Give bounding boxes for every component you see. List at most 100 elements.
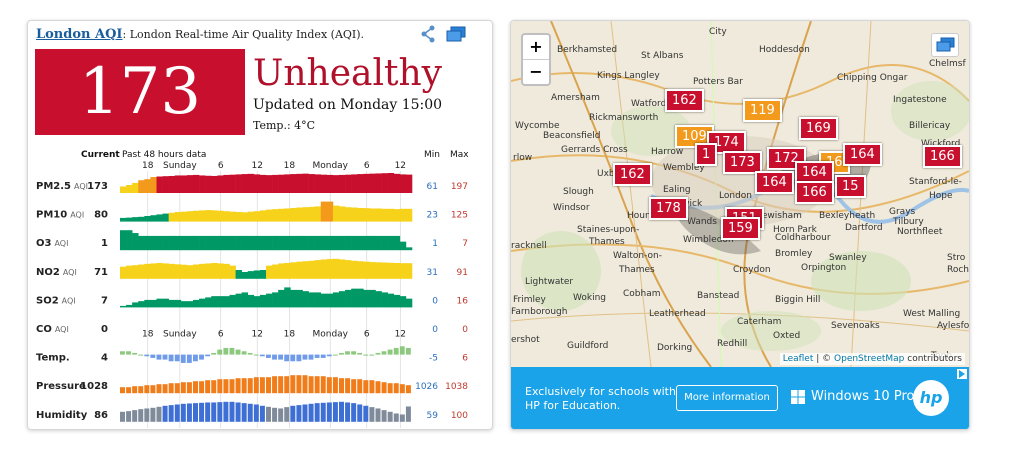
chart-bar <box>168 235 176 251</box>
legend-min: Min <box>424 150 440 160</box>
station-marker[interactable]: 169 <box>799 117 838 140</box>
osm-link[interactable]: OpenStreetMap <box>834 354 905 364</box>
chart-bar <box>229 174 236 193</box>
chart-bar <box>363 289 370 308</box>
chart-bar <box>320 354 326 358</box>
station-marker[interactable]: 1 <box>695 143 718 166</box>
station-marker[interactable]: 164 <box>795 161 834 184</box>
chart-bar <box>339 401 344 422</box>
chart-bar <box>339 378 344 394</box>
chart-bar <box>120 387 125 394</box>
chart-bar <box>326 402 332 422</box>
chart-bar <box>186 265 194 279</box>
station-marker[interactable]: 166 <box>923 145 962 168</box>
chart-bar <box>266 265 273 279</box>
chart-bar <box>339 235 346 251</box>
chart-bar <box>302 354 308 360</box>
chart-bar <box>193 210 200 222</box>
leaflet-link[interactable]: Leaflet <box>782 354 814 364</box>
chart-bar <box>241 174 249 193</box>
row-current: 4 <box>101 353 108 364</box>
station-marker[interactable]: 162 <box>665 89 704 112</box>
chart-bar <box>296 405 302 422</box>
map-place-label: Wands <box>687 217 717 227</box>
map-place-label: Tilbury <box>893 217 924 227</box>
chart-bar <box>393 413 399 422</box>
chart-bar <box>332 235 340 251</box>
share-icon[interactable] <box>420 25 436 43</box>
chart-bar <box>162 298 169 308</box>
chart-bar <box>229 211 236 222</box>
chart-bar <box>180 175 188 193</box>
chart-bar <box>345 207 352 222</box>
chart-bar <box>314 376 320 394</box>
chart-bar <box>308 292 315 308</box>
map-place-label: Slough <box>563 187 594 197</box>
station-marker[interactable]: 173 <box>723 151 762 174</box>
row-current: 0 <box>101 324 108 335</box>
chart-bar <box>120 230 127 251</box>
chart-bar <box>205 380 211 394</box>
row-current: 71 <box>94 267 108 278</box>
map-place-label: City <box>709 27 727 37</box>
station-marker[interactable]: 164 <box>755 171 794 194</box>
station-marker[interactable]: 162 <box>613 163 652 186</box>
ad-banner[interactable]: Exclusively for schools with HP for Educ… <box>511 367 969 429</box>
city-aqi-link[interactable]: London AQI <box>36 27 123 42</box>
station-marker[interactable]: 159 <box>721 217 760 240</box>
fullscreen-icon[interactable] <box>446 26 466 42</box>
map-place-label: Caterham <box>737 317 782 327</box>
chart-bar <box>314 403 320 422</box>
chart-bar <box>290 289 297 308</box>
map-fullscreen-icon[interactable] <box>931 33 959 57</box>
chart-bar <box>247 235 255 251</box>
row-label: Pressure <box>36 381 86 392</box>
chart-bar <box>387 173 395 193</box>
station-marker[interactable]: 172 <box>767 147 806 170</box>
map-place-label: Swanley <box>829 253 867 263</box>
aqi-map[interactable]: City Berkhamsted St Albans Hoddesdon Chelmsf… <box>511 21 969 367</box>
chart-bar <box>144 408 150 422</box>
row-sublabel: AQI <box>54 239 68 248</box>
chart-bar <box>168 263 176 279</box>
chart-bar <box>284 262 291 279</box>
zoom-out-button[interactable]: − <box>529 62 543 81</box>
station-marker[interactable]: 178 <box>649 197 688 220</box>
station-marker[interactable]: 109 <box>675 125 714 148</box>
chart-bar <box>369 289 376 308</box>
chart-bar <box>235 270 242 279</box>
chart-bar <box>393 347 399 355</box>
bottom-tick: 12 <box>395 330 406 340</box>
chart-bar <box>345 351 350 355</box>
chart-bar <box>162 235 169 251</box>
chart-bar <box>211 262 218 279</box>
adchoices-icon[interactable] <box>957 369 967 379</box>
chart-bar <box>320 174 328 193</box>
map-place-label: rlow <box>513 153 533 163</box>
bottom-tick: Sunday <box>163 330 197 340</box>
station-marker[interactable]: 166 <box>795 181 834 204</box>
row-label: PM2.5 AQI <box>36 181 88 192</box>
chart-bar <box>120 305 127 308</box>
map-place-label: Hope <box>929 191 953 201</box>
chart-bar <box>266 354 271 358</box>
station-marker[interactable]: 164 <box>843 143 882 166</box>
row-current: 1028 <box>80 381 108 392</box>
station-marker[interactable]: 119 <box>743 99 782 122</box>
chart-bar <box>351 174 358 193</box>
row-max: 100 <box>451 411 468 421</box>
legend-current: Current <box>81 150 120 160</box>
station-marker[interactable]: 15 <box>835 175 866 198</box>
more-information-button[interactable]: More information <box>676 385 778 411</box>
chart-bar <box>405 247 413 251</box>
map-place-label: Windsor <box>553 203 590 213</box>
map-place-label: Billericay <box>909 121 951 131</box>
chart-bar <box>272 264 279 279</box>
chart-bar <box>156 384 162 394</box>
map-place-label: Uxb <box>597 169 615 179</box>
chart-bar <box>132 386 138 394</box>
chart-bar <box>235 378 241 394</box>
chart-bar <box>168 383 174 394</box>
zoom-in-button[interactable]: + <box>523 35 549 60</box>
